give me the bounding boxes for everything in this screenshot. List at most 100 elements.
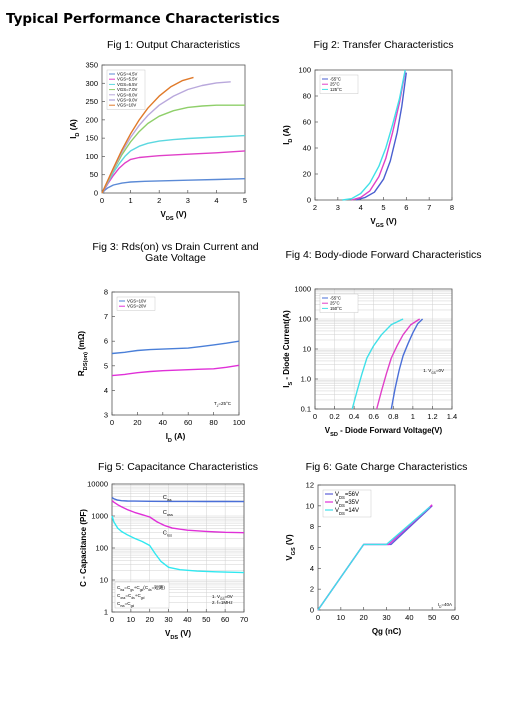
x-tick-label: 5	[381, 203, 385, 212]
x-tick-label: 0.2	[329, 412, 339, 421]
fig1-title: Fig 1: Output Characteristics	[107, 39, 240, 51]
y-tick-label: 40	[303, 144, 311, 153]
x-tick-label: 10	[127, 615, 135, 624]
formula-line: Ciss=Cgs+Cgd(Cds=短路)	[117, 584, 165, 592]
legend-entry-label: VGS=7.0V	[117, 87, 138, 92]
fig6-series-line-2	[317, 506, 431, 611]
y-tick-label: 0	[307, 196, 311, 205]
y-tick-label: 8	[104, 288, 108, 297]
fig2-transfer-characteristics-chart: Fig 2: Transfer Characteristics 2 3 4 5 6 7 8 0 2…	[262, 39, 515, 230]
y-tick-label: 10	[303, 345, 311, 354]
y-tick-label: 10	[306, 501, 314, 510]
y-tick-label: 10	[100, 576, 108, 585]
x-tick-label: 50	[428, 613, 436, 622]
y-tick-label: 3	[104, 411, 108, 420]
curve-label: Ciss	[163, 495, 172, 502]
fig3-series-line-1	[111, 364, 240, 377]
fig2-series-line-2	[342, 69, 406, 201]
fig3-y-axis-label: RDS(on) (mΩ)	[77, 331, 89, 377]
fig6-note: ID=40A	[438, 602, 452, 609]
fig1-y-axis-label: ID (A)	[69, 119, 81, 139]
y-tick-label: 1000	[91, 512, 108, 521]
fig2-title: Fig 2: Transfer Characteristics	[313, 39, 453, 51]
fig5-note: 2. f=1MHz	[212, 600, 233, 605]
legend-entry-label: 150°C	[330, 306, 342, 311]
fig2-series-line-1	[351, 71, 406, 201]
fig4-y-axis-label: IS - Diode Current(A)	[282, 310, 294, 388]
x-tick-label: 3	[336, 203, 340, 212]
fig6-y-axis-label-group: VGS (V)	[285, 534, 297, 561]
fig1-plot-frame	[101, 64, 246, 194]
x-tick-label: 6	[404, 203, 408, 212]
legend-entry-label: VDS=35V	[335, 500, 359, 508]
legend-entry-label: VDS=56V	[335, 492, 359, 500]
x-tick-label: 4	[359, 203, 363, 212]
y-tick-label: 1.0	[301, 375, 311, 384]
x-tick-label: 20	[359, 613, 367, 622]
y-tick-label: 150	[85, 134, 98, 143]
y-tick-label: 0.1	[301, 405, 311, 414]
y-tick-label: 350	[85, 61, 98, 70]
fig5-series-line-2	[111, 515, 245, 574]
fig4-title: Fig 4: Body-diode Forward Characteristic…	[285, 249, 481, 261]
legend-entry-label: VGS=5.5V	[117, 77, 138, 82]
y-tick-label: 4	[104, 386, 108, 395]
fig5-y-axis-label-group: C - Capacitance (PF)	[79, 509, 88, 587]
y-tick-label: 1000	[294, 285, 311, 294]
x-tick-label: 40	[405, 613, 413, 622]
fig3-x-axis-label: ID (A)	[166, 432, 186, 444]
legend-entry-label: VGS=6.5V	[117, 82, 138, 87]
fig1-x-axis-label: VDS (V)	[160, 210, 186, 222]
legend-entry-label: VDS=14V	[335, 508, 359, 515]
x-tick-label: 40	[159, 418, 167, 427]
fig2-y-axis-label-group: ID (A)	[282, 125, 294, 145]
y-tick-label: 250	[85, 97, 98, 106]
fig5-series-line-0	[111, 496, 245, 503]
fig2-y-axis-label: ID (A)	[282, 125, 294, 145]
fig3-legend-box	[116, 296, 156, 311]
fig4-x-axis-label: VSD - Diode Forward Voltage(V)	[325, 426, 443, 438]
x-tick-label: 0.8	[388, 412, 398, 421]
fig4-series-line-0	[390, 318, 424, 410]
x-tick-label: 40	[183, 615, 191, 624]
x-tick-label: 7	[427, 203, 431, 212]
x-tick-label: 80	[209, 418, 217, 427]
x-tick-label: 60	[451, 613, 459, 622]
y-tick-label: 20	[303, 170, 311, 179]
x-tick-label: 8	[450, 203, 454, 212]
x-tick-label: 2	[157, 196, 161, 205]
fig4-legend-box	[319, 293, 359, 313]
y-tick-label: 7	[104, 312, 108, 321]
legend-entry-label: -55°C	[330, 296, 341, 301]
y-tick-label: 100	[298, 315, 311, 324]
formula-line: Crss=Cgd	[117, 601, 134, 608]
y-tick-label: 80	[303, 92, 311, 101]
legend-entry-label: VGS=4.5V	[117, 72, 138, 77]
legend-entry-label: 25°C	[330, 82, 340, 87]
fig3-rdson-chart: Fig 3: Rds(on) vs Drain Current and Gate …	[8, 241, 259, 444]
fig3-y-axis-label-group: RDS(on) (mΩ)	[77, 331, 89, 377]
fig5-x-axis-label: VDS (V)	[165, 629, 191, 641]
y-tick-label: 6	[310, 543, 314, 552]
y-tick-label: 2	[310, 585, 314, 594]
fig4-y-axis-label-group: IS - Diode Current(A)	[282, 310, 294, 388]
x-tick-label: 0.4	[349, 412, 359, 421]
fig5-series-line-1	[111, 500, 245, 534]
fig4-series-line-1	[376, 318, 421, 410]
y-tick-label: 5	[104, 361, 108, 370]
y-tick-label: 12	[306, 481, 314, 490]
fig3-title-line: Fig 3: Rds(on) vs Drain Current and	[92, 241, 258, 253]
fig6-gate-charge-chart: Fig 6: Gate Charge Characteristics 0 10 20 3…	[262, 461, 515, 657]
x-tick-label: 2	[313, 203, 317, 212]
fig4-svg: Fig 4: Body-diode Forward Characteristic…	[282, 249, 482, 438]
fig5-capacitance-chart: Fig 5: Capacitance Characteristics 0 10 20 3…	[8, 461, 258, 657]
y-tick-label: 100	[85, 152, 98, 161]
y-tick-label: 200	[85, 115, 98, 124]
x-tick-label: 0.6	[368, 412, 378, 421]
x-tick-label: 3	[186, 196, 190, 205]
legend-entry-label: VGS=20V	[127, 304, 146, 309]
fig5-y-axis-label: C - Capacitance (PF)	[79, 509, 88, 587]
fig3-note: TJ=25°C	[214, 401, 232, 408]
